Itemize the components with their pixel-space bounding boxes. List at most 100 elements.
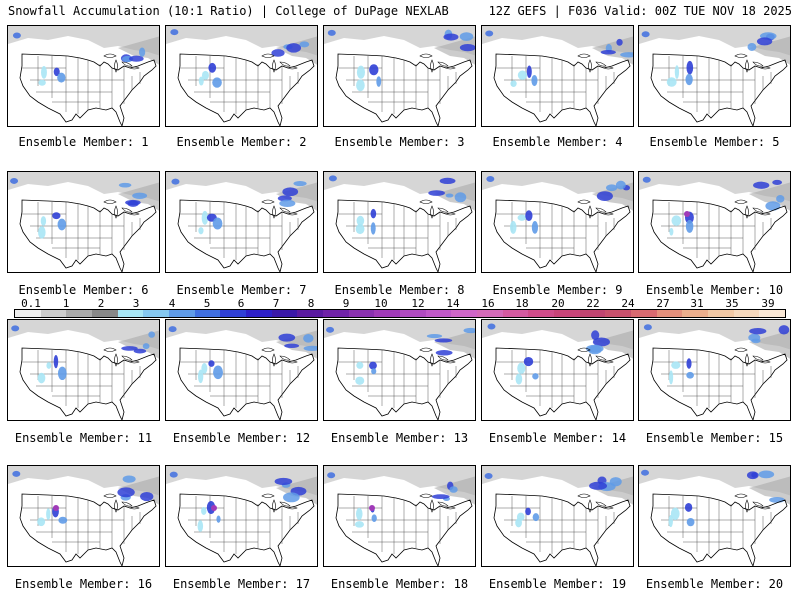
snow-swath-rockies [57, 218, 67, 231]
snow-swath-rockies [371, 514, 377, 523]
colorbar-tick-label: 1 [62, 297, 70, 310]
great-lake [745, 353, 749, 367]
great-lake [595, 207, 607, 213]
snow-swath-pacific-nw [170, 29, 179, 36]
us-map-svg [639, 26, 790, 126]
snow-swath-northeast [303, 334, 314, 343]
snow-swath-rockies [526, 65, 532, 78]
snow-swath-rockies [370, 208, 377, 219]
great-lake [287, 66, 298, 70]
snow-swath-northeast [299, 41, 310, 48]
great-lake [603, 66, 614, 70]
snow-swath-rockies [517, 70, 528, 80]
ensemble-member-label: Ensemble Member: 5 [649, 135, 780, 149]
great-lake [121, 61, 133, 67]
ensemble-map-panel [481, 25, 634, 127]
ensemble-member-label: Ensemble Member: 10 [645, 283, 784, 297]
snow-swath-northeast [439, 177, 456, 185]
colorbar-tick-label: 14 [446, 297, 460, 310]
colorbar-tick-label: 0.1 [21, 297, 41, 310]
colorbar-swatch [323, 310, 349, 317]
snow-swath-rockies [532, 373, 539, 380]
us-map-svg [482, 320, 633, 420]
canada-snowcover [482, 172, 633, 202]
snow-swath-northeast [620, 52, 633, 58]
ensemble-map-panel [638, 25, 791, 127]
colorbar-tick-label: 22 [586, 297, 600, 310]
ensemble-member-label: Ensemble Member: 1 [18, 135, 149, 149]
snow-swath-rockies [515, 373, 523, 385]
ensemble-map-panel [638, 171, 791, 273]
colorbar-swatch [117, 310, 144, 317]
snow-swath-rockies [370, 222, 376, 235]
snow-swath-pacific-nw [326, 326, 335, 333]
great-lake [603, 360, 614, 364]
us-map-svg [8, 26, 159, 126]
snow-swath-rockies [201, 362, 208, 374]
snow-swath-rockies [376, 76, 382, 87]
snow-swath-rockies [37, 517, 46, 527]
colorbar-swatch [169, 310, 195, 317]
snow-swath-rockies [57, 366, 67, 381]
colorbar-tick-label: 20 [551, 297, 565, 310]
great-lake [734, 347, 748, 352]
us-map-svg [166, 466, 317, 566]
canada-snowcover [166, 466, 317, 496]
snow-swath-rockies [198, 227, 204, 235]
great-lake [745, 59, 749, 73]
ensemble-map-panel [638, 319, 791, 421]
snow-swath-northeast [751, 338, 761, 344]
canada-snowcover [166, 320, 317, 350]
ensemble-member-label: Ensemble Member: 13 [330, 431, 469, 445]
snow-swath-pacific-nw [169, 471, 178, 478]
snow-swath-rockies [213, 365, 223, 380]
snow-swath-rockies [686, 60, 694, 75]
snow-swath-rockies [685, 73, 693, 86]
snow-swath-rockies [671, 361, 681, 369]
colorbar-tick-label: 12 [411, 297, 425, 310]
great-lake [114, 353, 118, 367]
snow-swath-rockies [671, 215, 682, 226]
snow-swath-northeast [279, 199, 296, 208]
colorbar-swatch [451, 310, 478, 317]
snow-swath-northeast [428, 190, 445, 196]
snow-swath-northeast [431, 494, 450, 500]
great-lake [261, 53, 275, 58]
great-lake [129, 506, 140, 510]
great-lake [129, 360, 140, 364]
colorbar-tick-label: 39 [761, 297, 775, 310]
us-outline [650, 53, 788, 126]
snow-swath-rockies [531, 75, 538, 87]
ensemble-map-panel [7, 465, 160, 567]
us-map-svg [324, 26, 475, 126]
snow-swath-rockies [515, 518, 522, 528]
us-map-svg [324, 320, 475, 420]
snow-swath-rockies [37, 372, 46, 384]
great-lake [261, 347, 275, 352]
snow-swath-rockies [355, 507, 363, 520]
snow-max-purple [369, 505, 375, 511]
snow-swath-northeast [138, 47, 146, 57]
ensemble-map-panel [481, 171, 634, 273]
snow-swath-rockies [216, 515, 221, 523]
snow-swath-rockies [46, 508, 51, 520]
great-lake [595, 355, 607, 361]
snow-swath-rockies [354, 521, 365, 528]
snow-swath-pacific-nw [484, 472, 493, 479]
great-lake [103, 347, 117, 352]
snow-swath-northeast [303, 345, 317, 351]
snow-swath-rockies [686, 517, 695, 527]
snow-swath-rockies [38, 79, 46, 86]
great-lake [419, 53, 433, 58]
great-lake [129, 212, 140, 216]
great-lake [445, 506, 456, 510]
canada-snowcover [8, 466, 159, 496]
snow-swath-rockies [201, 507, 207, 515]
great-lake [103, 199, 117, 204]
great-lake [752, 207, 764, 213]
us-outline [177, 199, 315, 272]
us-map-svg [8, 320, 159, 420]
us-map-svg [8, 172, 159, 272]
colorbar-tick-label: 3 [132, 297, 140, 310]
snow-swath-rockies [670, 507, 680, 520]
